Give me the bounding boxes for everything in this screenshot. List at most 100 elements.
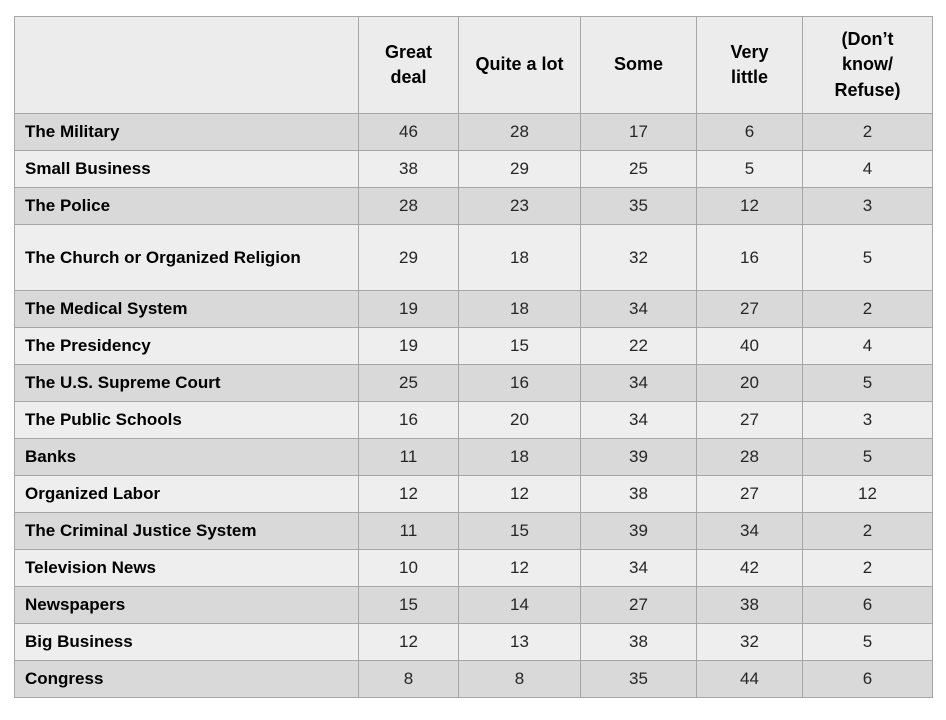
value-cell: 19 — [358, 327, 459, 365]
row-label-cell: Organized Labor — [14, 475, 359, 513]
header-cell: (Don’t know/ Refuse) — [802, 16, 933, 114]
value-cell: 6 — [802, 660, 933, 698]
table-row: The Public Schools 16 20 34 27 3 — [14, 401, 933, 439]
header-cell-empty — [14, 16, 359, 114]
row-label-cell: The Criminal Justice System — [14, 512, 359, 550]
value-cell: 2 — [802, 290, 933, 328]
table-row: The Presidency 19 15 22 40 4 — [14, 327, 933, 365]
value-cell: 46 — [358, 113, 459, 151]
value-cell: 19 — [358, 290, 459, 328]
value-cell: 32 — [580, 224, 697, 291]
value-cell: 10 — [358, 549, 459, 587]
value-cell: 38 — [358, 150, 459, 188]
value-cell: 38 — [580, 623, 697, 661]
value-cell: 12 — [802, 475, 933, 513]
value-cell: 12 — [458, 549, 581, 587]
value-cell: 34 — [580, 364, 697, 402]
value-cell: 2 — [802, 549, 933, 587]
row-label-cell: The U.S. Supreme Court — [14, 364, 359, 402]
value-cell: 5 — [802, 438, 933, 476]
value-cell: 12 — [458, 475, 581, 513]
confidence-table-container: Great deal Quite a lot Some Very little (Don… — [14, 16, 933, 698]
value-cell: 15 — [458, 327, 581, 365]
table-row: The Church or Organized Religion 29 18 32 16… — [14, 224, 933, 291]
value-cell: 29 — [358, 224, 459, 291]
value-cell: 15 — [358, 586, 459, 624]
value-cell: 5 — [802, 623, 933, 661]
value-cell: 18 — [458, 224, 581, 291]
value-cell: 17 — [580, 113, 697, 151]
value-cell: 25 — [358, 364, 459, 402]
value-cell: 20 — [696, 364, 803, 402]
row-label-cell: Television News — [14, 549, 359, 587]
value-cell: 13 — [458, 623, 581, 661]
table-row: Television News 10 12 34 42 2 — [14, 549, 933, 587]
value-cell: 27 — [696, 475, 803, 513]
value-cell: 38 — [580, 475, 697, 513]
value-cell: 3 — [802, 401, 933, 439]
value-cell: 12 — [696, 187, 803, 225]
table-row: The Police 28 23 35 12 3 — [14, 187, 933, 225]
table-row: The Medical System 19 18 34 27 2 — [14, 290, 933, 328]
value-cell: 34 — [580, 401, 697, 439]
table-row: Newspapers 15 14 27 38 6 — [14, 586, 933, 624]
value-cell: 11 — [358, 438, 459, 476]
value-cell: 42 — [696, 549, 803, 587]
value-cell: 39 — [580, 512, 697, 550]
value-cell: 11 — [358, 512, 459, 550]
value-cell: 18 — [458, 290, 581, 328]
value-cell: 5 — [802, 224, 933, 291]
row-label-cell: Banks — [14, 438, 359, 476]
table-row: Banks 11 18 39 28 5 — [14, 438, 933, 476]
table-header: Great deal Quite a lot Some Very little (Don… — [14, 16, 933, 114]
row-label-cell: Newspapers — [14, 586, 359, 624]
value-cell: 2 — [802, 113, 933, 151]
value-cell: 5 — [696, 150, 803, 188]
value-cell: 28 — [458, 113, 581, 151]
value-cell: 22 — [580, 327, 697, 365]
value-cell: 16 — [458, 364, 581, 402]
row-label-cell: The Public Schools — [14, 401, 359, 439]
table-row: The Military 46 28 17 6 2 — [14, 113, 933, 151]
value-cell: 18 — [458, 438, 581, 476]
value-cell: 34 — [580, 290, 697, 328]
value-cell: 8 — [358, 660, 459, 698]
header-cell: Great deal — [358, 16, 459, 114]
row-label-cell: Small Business — [14, 150, 359, 188]
value-cell: 44 — [696, 660, 803, 698]
table-row: The U.S. Supreme Court 25 16 34 20 5 — [14, 364, 933, 402]
row-label-cell: Big Business — [14, 623, 359, 661]
value-cell: 28 — [696, 438, 803, 476]
value-cell: 35 — [580, 660, 697, 698]
value-cell: 6 — [802, 586, 933, 624]
table-row: Organized Labor 12 12 38 27 12 — [14, 475, 933, 513]
confidence-table: Great deal Quite a lot Some Very little (Don… — [14, 16, 933, 698]
value-cell: 27 — [696, 401, 803, 439]
value-cell: 35 — [580, 187, 697, 225]
value-cell: 23 — [458, 187, 581, 225]
value-cell: 4 — [802, 327, 933, 365]
value-cell: 34 — [696, 512, 803, 550]
header-row: Great deal Quite a lot Some Very little (Don… — [14, 16, 933, 114]
header-cell: Very little — [696, 16, 803, 114]
value-cell: 12 — [358, 623, 459, 661]
value-cell: 29 — [458, 150, 581, 188]
row-label-cell: The Military — [14, 113, 359, 151]
value-cell: 25 — [580, 150, 697, 188]
value-cell: 15 — [458, 512, 581, 550]
value-cell: 16 — [358, 401, 459, 439]
value-cell: 27 — [696, 290, 803, 328]
value-cell: 40 — [696, 327, 803, 365]
table-row: Congress 8 8 35 44 6 — [14, 660, 933, 698]
value-cell: 28 — [358, 187, 459, 225]
value-cell: 38 — [696, 586, 803, 624]
table-body: The Military 46 28 17 6 2 Small Business 38 29 25… — [14, 113, 933, 698]
value-cell: 32 — [696, 623, 803, 661]
row-label-cell: The Presidency — [14, 327, 359, 365]
value-cell: 2 — [802, 512, 933, 550]
table-row: Big Business 12 13 38 32 5 — [14, 623, 933, 661]
value-cell: 27 — [580, 586, 697, 624]
value-cell: 6 — [696, 113, 803, 151]
table-row: Small Business 38 29 25 5 4 — [14, 150, 933, 188]
header-cell: Some — [580, 16, 697, 114]
